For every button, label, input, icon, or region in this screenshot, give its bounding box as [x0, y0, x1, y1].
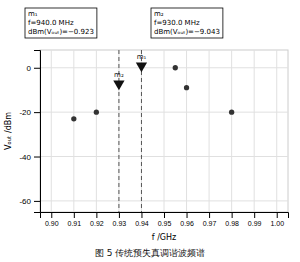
- marker-line: [141, 50, 142, 212]
- x-axis-title: f /GHz: [152, 233, 176, 242]
- marker-label: m₂: [114, 71, 124, 79]
- annotation-line: dBm(Vₒᵤₜ)=−0.923: [28, 28, 94, 36]
- tick-label: 0.98: [225, 220, 239, 227]
- tick: 1.00: [270, 212, 284, 227]
- tick-label: 0.91: [68, 220, 82, 227]
- marker: [136, 63, 147, 73]
- point: [173, 65, 178, 70]
- tick-label: 0.90: [45, 220, 59, 227]
- grid-line-x: [141, 50, 142, 212]
- annotation: m₁f=940.0 MHzdBm(Vₒᵤₜ)=−0.923: [28, 10, 94, 36]
- point: [184, 85, 189, 90]
- grid-line-y: [40, 156, 288, 157]
- tick-mark: [96, 212, 97, 218]
- grid: [40, 50, 288, 212]
- caption: 图 5 传统预失真调谐波频谱: [95, 248, 205, 258]
- y-axis-title: Vₒᵤₜ /dBm: [4, 112, 13, 150]
- point: [94, 109, 99, 114]
- tick-mark: [164, 212, 165, 218]
- tick: 0.90: [45, 212, 59, 227]
- point: [229, 109, 234, 114]
- tick-label: -20: [19, 108, 31, 117]
- tick-mark: [277, 212, 278, 218]
- annotation-box: m₁f=940.0 MHzdBm(Vₒᵤₜ)=−0.923: [25, 8, 97, 38]
- tick-mark: [232, 212, 233, 218]
- tick-label: 0: [27, 64, 32, 73]
- grid-line-y: [40, 67, 288, 68]
- plot-frame: [40, 50, 288, 212]
- tick: 0: [27, 64, 40, 73]
- tick: 0.91: [68, 212, 82, 227]
- tick: 0.96: [180, 212, 194, 227]
- tick-mark: [34, 157, 40, 158]
- tick-label: 0.94: [135, 220, 149, 227]
- tick-mark: [74, 212, 75, 218]
- tick: 0.97: [203, 212, 217, 227]
- plot-area: [71, 50, 234, 212]
- annotation-line: f=930.0 MHz: [154, 19, 200, 27]
- tick-label: 0.97: [203, 220, 217, 227]
- tick-mark: [209, 212, 210, 218]
- tick-label: -40: [19, 153, 31, 162]
- point: [71, 116, 76, 121]
- annotation-frame: [151, 8, 223, 38]
- tick-mark: [187, 212, 188, 218]
- tick: 0.98: [225, 212, 239, 227]
- annotation-line: m₁: [28, 10, 38, 18]
- tick-label: 0.99: [248, 220, 262, 227]
- annotation: m₂f=930.0 MHzdBm(Vₒᵤₜ)=−9.043: [154, 10, 220, 36]
- tick-label: 0.93: [113, 220, 127, 227]
- tick: 0.93: [113, 212, 127, 227]
- grid-line-x: [276, 50, 277, 212]
- tick-mark: [51, 212, 52, 218]
- axis-line: [34, 51, 41, 213]
- tick-label: -60: [19, 197, 31, 206]
- marker: [113, 81, 124, 91]
- tick: 0.99: [248, 212, 262, 227]
- tick: -60: [19, 197, 40, 206]
- tick-mark: [34, 68, 40, 69]
- tick-label: 1.00: [270, 220, 284, 227]
- grid-line-x: [186, 50, 187, 212]
- grid-line-x: [51, 50, 52, 212]
- tick: 0.92: [90, 212, 104, 227]
- tick: -20: [19, 108, 40, 117]
- marker-label: m₁: [137, 53, 147, 61]
- grid-line-x: [231, 50, 232, 212]
- tick-label: 0.95: [158, 220, 172, 227]
- annotation-line: f=940.0 MHz: [28, 19, 74, 27]
- tick: 0.95: [158, 212, 172, 227]
- grid-line-x: [96, 50, 97, 212]
- axis-line: [41, 213, 289, 219]
- grid-line-x: [254, 50, 255, 212]
- annotation-box: m₂f=930.0 MHzdBm(Vₒᵤₜ)=−9.043: [151, 8, 223, 38]
- tick-label: 0.92: [90, 220, 104, 227]
- chart: 0.90 0.91 0.92 0.93 0.94 0.95 0.96 0.97 0.98 0.99…: [0, 0, 300, 262]
- tick-mark: [34, 201, 40, 202]
- grid-line-y: [40, 112, 288, 113]
- grid-line-y: [40, 200, 288, 201]
- annotation-line: dBm(Vₒᵤₜ)=−9.043: [154, 28, 220, 36]
- x-axis: 0.90 0.91 0.92 0.93 0.94 0.95 0.96 0.97 0.98 0.99…: [41, 212, 289, 227]
- grid-line-x: [209, 50, 210, 212]
- y-axis: 0 -20 -40 -60: [19, 51, 40, 213]
- grid-line-x: [73, 50, 74, 212]
- grid-line-x: [164, 50, 165, 212]
- tick-label: 0.96: [180, 220, 194, 227]
- annotation-line: m₂: [154, 10, 164, 18]
- annotation-frame: [25, 8, 97, 38]
- tick-mark: [34, 112, 40, 113]
- tick: 0.94: [135, 212, 149, 227]
- tick: -40: [19, 153, 40, 162]
- tick-mark: [141, 212, 142, 218]
- tick-mark: [119, 212, 120, 218]
- tick-mark: [254, 212, 255, 218]
